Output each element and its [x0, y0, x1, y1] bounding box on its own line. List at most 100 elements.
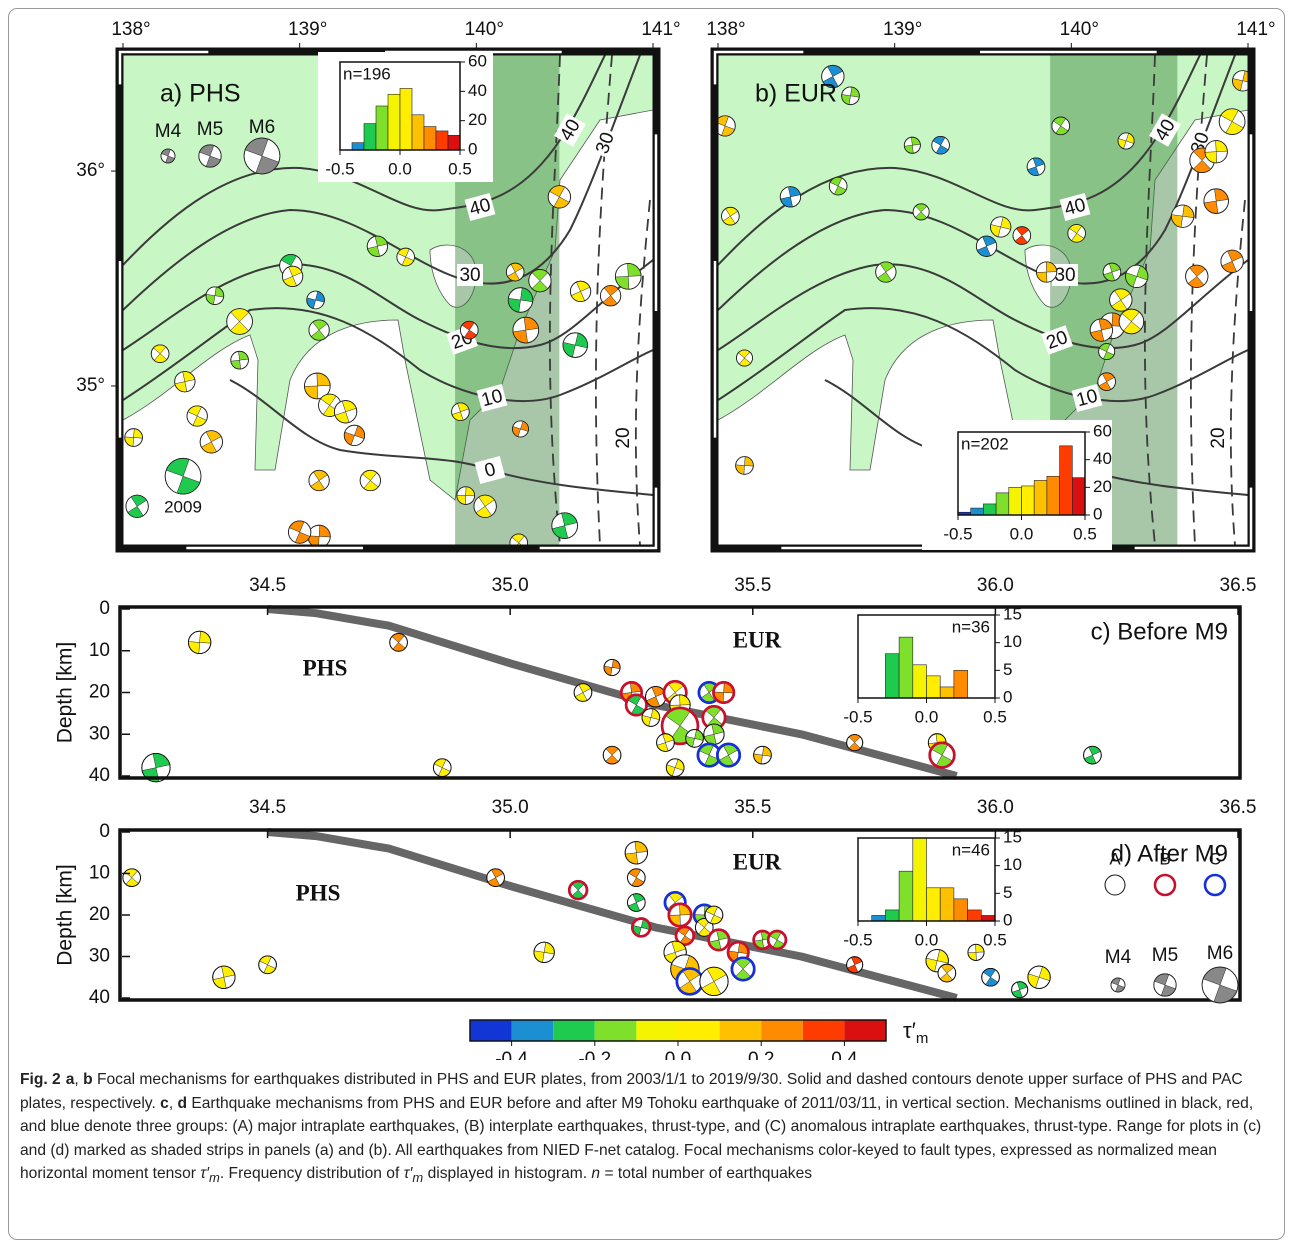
legend-label: M4: [1105, 947, 1132, 968]
focal-mechanism: [1099, 344, 1115, 360]
focal-mechanism: [627, 869, 645, 887]
focal-mechanism: [390, 634, 408, 652]
histogram-bar: [913, 665, 927, 698]
focal-mechanism: [677, 969, 703, 995]
x-tick-label: 35.5: [734, 797, 771, 818]
focal-mechanism: [642, 709, 660, 727]
focal-mechanism: [632, 919, 650, 937]
histogram-bar: [424, 127, 436, 150]
y-tick-label: 20: [89, 682, 110, 703]
focal-mechanism: [904, 137, 920, 153]
contour-label: 20: [1208, 427, 1229, 448]
histogram-bar: [940, 687, 954, 698]
focal-mechanism: [1027, 158, 1045, 176]
focal-mechanism: [534, 942, 554, 962]
y-tick-label: 5: [1003, 660, 1012, 679]
legend-label: M5: [1152, 945, 1178, 966]
histogram-bar: [1034, 480, 1047, 515]
y-axis-label: Depth [km]: [54, 864, 77, 966]
y-axis-label: Depth [km]: [54, 642, 77, 744]
focal-mechanism: [227, 309, 253, 335]
focal-mechanism: [433, 759, 451, 777]
legend-label: C: [1209, 849, 1221, 868]
y-tick-label: 10: [89, 863, 110, 884]
focal-mechanism: [206, 287, 224, 305]
y-tick-label: 0: [99, 598, 110, 619]
focal-mechanism: [705, 906, 723, 924]
histogram-bar: [1060, 446, 1073, 515]
focal-mechanism: [732, 958, 754, 980]
x-tick-label: 36.0: [977, 797, 1014, 818]
x-tick-label: 36.0: [977, 575, 1014, 596]
contour-label: 30: [1054, 265, 1075, 286]
caption-text: = total number of earthquakes: [600, 1165, 812, 1182]
focal-mechanism: [460, 321, 478, 339]
y-tick-label: 60: [1093, 421, 1112, 440]
sample-count: n=196: [343, 64, 391, 83]
sample-count: n=36: [952, 617, 990, 636]
histogram-bar: [448, 135, 460, 150]
focal-mechanism: [768, 931, 786, 949]
focal-mechanism: [938, 964, 956, 982]
focal-mechanism: [175, 371, 195, 391]
caption-panel: c: [160, 1095, 169, 1112]
legend-label: M6: [1207, 943, 1233, 964]
caption-symbol: n: [591, 1165, 600, 1182]
focal-mechanism: [932, 136, 950, 154]
focal-mechanism: [452, 403, 470, 421]
histogram-bar: [885, 910, 899, 921]
focal-mechanism: [990, 217, 1010, 237]
focal-mechanism: [1012, 982, 1028, 998]
x-tick-label: 35.5: [734, 575, 771, 596]
x-tick-label: 140°: [465, 19, 504, 40]
focal-mechanism: [913, 204, 929, 220]
plate-label: PHS: [303, 655, 348, 680]
panel-title: c) Before M9: [1091, 618, 1228, 645]
focal-mechanism: [360, 470, 380, 490]
y-tick-label: 0: [1003, 910, 1012, 929]
colorbar-bin: [470, 1020, 512, 1041]
histogram-bar: [940, 888, 954, 921]
focal-mechanism: [188, 631, 210, 653]
focal-mechanism: [187, 406, 207, 426]
focal-mechanism: [604, 659, 620, 675]
focal-mechanism: [666, 759, 684, 777]
legend-group: [1105, 875, 1125, 895]
legend-label: M4: [155, 121, 182, 142]
focal-mechanism: [344, 425, 364, 445]
focal-mechanism: [1110, 289, 1132, 311]
focal-mechanism: [847, 957, 863, 973]
histogram-bar: [352, 143, 364, 150]
x-tick-label: -0.5: [843, 707, 872, 726]
focal-mechanism: [125, 429, 143, 447]
focal-mechanism: [646, 686, 666, 706]
contour-label-group: 20: [612, 425, 634, 451]
x-tick-label: 0.5: [448, 159, 472, 178]
panel-title: a) PHS: [160, 80, 241, 108]
focal-mechanism: [512, 421, 528, 437]
colorbar-bin: [553, 1020, 595, 1041]
histogram-bar: [913, 838, 927, 921]
y-tick-label: 0: [99, 821, 110, 842]
focal-mechanism: [213, 966, 235, 988]
focal-mechanism: [288, 521, 310, 543]
plate-label: PHS: [296, 880, 341, 905]
x-tick-label: -0.5: [943, 524, 972, 543]
y-tick-label: 20: [1093, 477, 1112, 496]
focal-mechanism: [123, 869, 141, 887]
focal-mechanism: [1219, 109, 1245, 135]
x-tick-label: 0.0: [665, 1049, 691, 1060]
focal-mechanism: [151, 345, 169, 363]
histogram-bar: [927, 676, 941, 698]
x-tick-label: 0.0: [388, 159, 412, 178]
focal-mechanism: [1186, 265, 1208, 287]
focal-mechanism: [199, 145, 221, 167]
y-tick-label: 30: [89, 723, 110, 744]
focal-mechanism: [1098, 373, 1116, 391]
histogram-bar: [412, 115, 424, 150]
contour-label: 30: [459, 265, 480, 286]
focal-mechanism: [657, 734, 675, 752]
x-tick-label: 0.5: [983, 707, 1007, 726]
focal-mechanism: [968, 944, 984, 960]
